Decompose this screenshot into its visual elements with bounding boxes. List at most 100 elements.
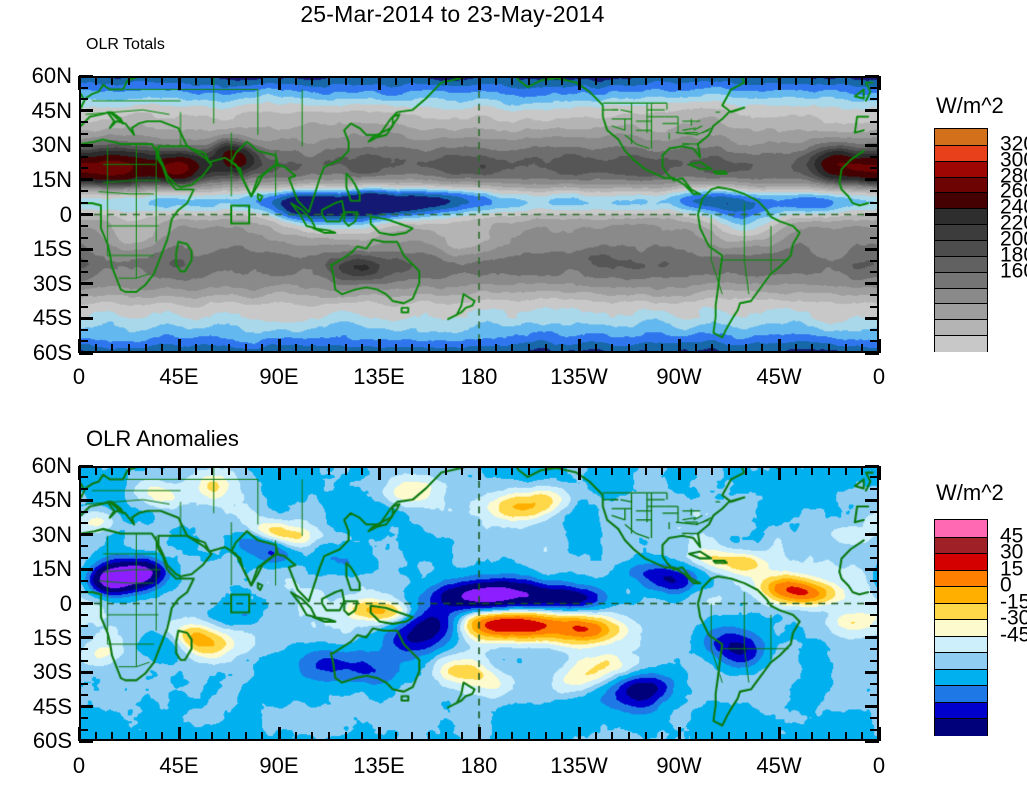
ytick-15N: 15N — [31, 166, 72, 192]
colorbar-band — [935, 520, 987, 538]
colorbar-tick-label: -45 — [1000, 623, 1027, 647]
xtick-90E: 90E — [259, 364, 299, 389]
xtick-anom-135W: 135W — [550, 753, 608, 778]
colorbar-band — [935, 208, 987, 225]
colorbar-band — [935, 536, 987, 554]
colorbar-anomalies[interactable]: 45 30 15 0 -15 -30 -45 — [934, 519, 1027, 736]
xtick-anom-0-left: 0 — [72, 753, 86, 778]
colorbar-tick-label: 300 — [1000, 148, 1027, 172]
colorbar-separator — [935, 176, 987, 178]
colorbar-band — [935, 635, 987, 653]
colorbar-separator — [935, 144, 987, 146]
xtick-anom-180: 180 — [460, 753, 498, 778]
colorbar-swatches — [934, 128, 988, 352]
yaxis-anomalies: 60N 45N 30N 15N 0 15S 30S 45S 60S — [0, 455, 72, 752]
colorbar-separator — [935, 718, 987, 720]
ytick-0: 0 — [59, 201, 72, 227]
colorbar-separator — [935, 586, 987, 588]
colorbar-band — [935, 255, 987, 273]
colorbar-band — [935, 160, 987, 178]
colorbar-separator — [935, 303, 987, 305]
ytick-anom-60N: 60N — [31, 453, 72, 478]
colorbar-separator — [935, 319, 987, 321]
xtick-135W: 135W — [550, 364, 608, 389]
ytick-45S: 45S — [32, 305, 72, 331]
colorbar-separator — [935, 160, 987, 162]
colorbar-band — [935, 144, 987, 162]
map-olr-anomalies[interactable] — [79, 466, 879, 741]
colorbar-tick-label: 15 — [1000, 557, 1024, 581]
ytick-anom-30S: 30S — [32, 659, 72, 685]
colorbar-separator — [935, 685, 987, 687]
ytick-anom-60S: 60S — [32, 728, 72, 753]
colorbar-separator — [935, 652, 987, 654]
colorbar-tick-label: 45 — [1000, 524, 1024, 548]
ytick-anom-45N: 45N — [31, 487, 72, 513]
ytick-anom-15S: 15S — [32, 624, 72, 650]
ytick-anom-45S: 45S — [32, 693, 72, 719]
colorbar-tick-label: 200 — [1000, 227, 1027, 251]
xtick-0-right: 0 — [872, 364, 886, 389]
colorbar-swatches — [934, 519, 988, 736]
ytick-15S: 15S — [32, 236, 72, 262]
colorbar-tick-label: 280 — [1000, 164, 1027, 188]
xtick-anom-90E: 90E — [259, 753, 299, 778]
colorbar-tick-label: 180 — [1000, 243, 1027, 267]
colorbar-band — [935, 192, 987, 209]
colorbar-units-totals: W/m^2 — [936, 93, 1004, 118]
colorbar-totals[interactable]: 320300280260240220200180160 — [934, 128, 1027, 352]
colorbar-separator — [935, 255, 987, 257]
xtick-anom-45W: 45W — [756, 753, 802, 778]
xtick-135E: 135E — [353, 364, 405, 389]
map-canvas-totals — [81, 78, 877, 351]
colorbar-units-anomalies: W/m^2 — [936, 480, 1004, 505]
colorbar-tick-label: 0 — [1000, 573, 1012, 597]
colorbar-band — [935, 271, 987, 289]
colorbar-separator — [935, 208, 987, 210]
colorbar-band — [935, 569, 987, 587]
colorbar-tick-label: 260 — [1000, 179, 1027, 203]
colorbar-separator — [935, 335, 987, 337]
ytick-anom-15N: 15N — [31, 556, 72, 582]
colorbar-tick-label: 240 — [1000, 195, 1027, 219]
colorbar-tick-label: 30 — [1000, 540, 1024, 564]
colorbar-band — [935, 319, 987, 336]
colorbar-band — [935, 224, 987, 241]
map-olr-totals[interactable] — [79, 76, 879, 353]
colorbar-separator — [935, 192, 987, 194]
colorbar-band — [935, 335, 987, 352]
colorbar-separator — [935, 602, 987, 604]
xtick-0-left: 0 — [72, 364, 86, 389]
colorbar-separator — [935, 240, 987, 241]
colorbar-band — [935, 668, 987, 686]
xtick-45E: 45E — [159, 364, 199, 389]
colorbar-tick-label: 160 — [1000, 259, 1027, 283]
colorbar-tick-label: 320 — [1000, 132, 1027, 156]
panel-title-totals: OLR Totals — [86, 36, 165, 53]
colorbar-separator — [935, 271, 987, 273]
colorbar-separator — [935, 536, 987, 538]
colorbar-band — [935, 303, 987, 320]
colorbar-separator — [935, 553, 987, 555]
colorbar-band — [935, 129, 987, 146]
colorbar-separator — [935, 569, 987, 571]
colorbar-separator — [935, 635, 987, 637]
xtick-anom-45E: 45E — [159, 753, 199, 778]
colorbar-band — [935, 652, 987, 670]
ytick-30N: 30N — [31, 132, 72, 158]
ytick-30S: 30S — [32, 270, 72, 296]
colorbar-band — [935, 619, 987, 637]
colorbar-tick-label: -15 — [1000, 590, 1027, 614]
colorbar-band — [935, 553, 987, 571]
yaxis-totals: 60N 45N 30N 15N 0 15S 30S 45S 60S — [0, 65, 72, 364]
colorbar-separator — [935, 619, 987, 621]
ytick-45N: 45N — [31, 97, 72, 123]
colorbar-tick-label: -30 — [1000, 606, 1027, 630]
colorbar-separator — [935, 668, 987, 670]
map-canvas-anomalies — [81, 468, 877, 739]
colorbar-band — [935, 240, 987, 257]
colorbar-band — [935, 685, 987, 703]
ytick-anom-30N: 30N — [31, 521, 72, 547]
xtick-45W: 45W — [756, 364, 802, 389]
colorbar-band — [935, 718, 987, 736]
